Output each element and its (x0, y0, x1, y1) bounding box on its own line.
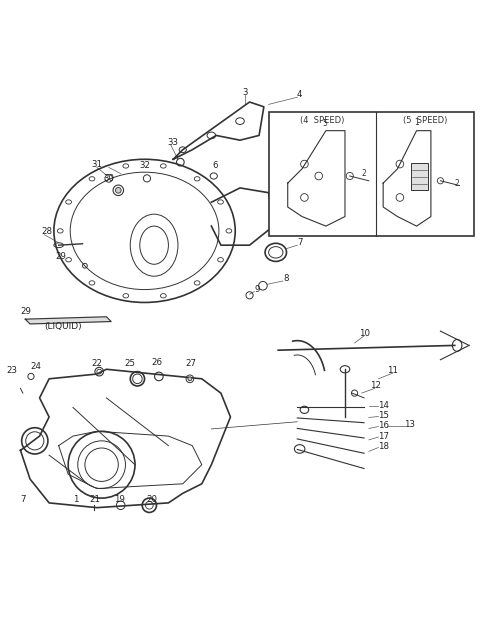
Text: 8: 8 (283, 274, 288, 283)
Text: 5: 5 (323, 119, 327, 128)
Text: 16: 16 (378, 421, 389, 430)
Polygon shape (288, 130, 345, 226)
Text: 11: 11 (387, 366, 398, 375)
Text: 23: 23 (6, 366, 17, 375)
Text: 14: 14 (378, 401, 389, 409)
Text: 27: 27 (186, 359, 197, 368)
Text: 29: 29 (56, 251, 66, 261)
Text: 9: 9 (254, 285, 259, 294)
Text: 18: 18 (378, 442, 389, 451)
Polygon shape (383, 130, 431, 226)
Text: 6: 6 (213, 160, 218, 170)
Bar (411, 163, 428, 190)
Text: 20: 20 (146, 495, 157, 504)
Text: 31: 31 (91, 160, 102, 168)
Text: (4  SPEED): (4 SPEED) (300, 115, 345, 125)
Text: 26: 26 (151, 358, 162, 367)
Bar (269, 112, 474, 236)
Text: 3: 3 (242, 88, 248, 97)
Text: 1: 1 (414, 118, 419, 127)
Text: 33: 33 (168, 138, 179, 147)
Text: 2: 2 (362, 169, 366, 178)
Ellipse shape (188, 377, 192, 381)
Text: 7: 7 (297, 238, 302, 247)
Text: 29: 29 (21, 306, 31, 316)
Text: 17: 17 (378, 432, 389, 441)
Text: 24: 24 (30, 362, 41, 371)
Polygon shape (21, 369, 230, 508)
Text: 28: 28 (41, 227, 52, 236)
Polygon shape (25, 317, 111, 324)
Text: 22: 22 (91, 359, 102, 368)
Text: 30: 30 (103, 174, 114, 183)
Text: 25: 25 (125, 359, 136, 368)
Ellipse shape (116, 187, 121, 193)
Text: 21: 21 (89, 495, 100, 504)
Text: 19: 19 (114, 495, 125, 504)
Text: (5  SPEED): (5 SPEED) (403, 115, 447, 125)
Text: 15: 15 (378, 411, 389, 420)
Text: 4: 4 (297, 90, 302, 99)
Text: 32: 32 (139, 160, 150, 170)
Text: 7: 7 (20, 495, 25, 504)
Text: 1: 1 (72, 495, 78, 504)
Text: 2: 2 (455, 178, 459, 188)
Polygon shape (173, 102, 264, 159)
Polygon shape (211, 188, 274, 245)
Text: (LIQUID): (LIQUID) (45, 322, 82, 331)
Text: 10: 10 (359, 329, 370, 338)
Text: 12: 12 (371, 381, 382, 391)
Text: 13: 13 (404, 420, 415, 429)
